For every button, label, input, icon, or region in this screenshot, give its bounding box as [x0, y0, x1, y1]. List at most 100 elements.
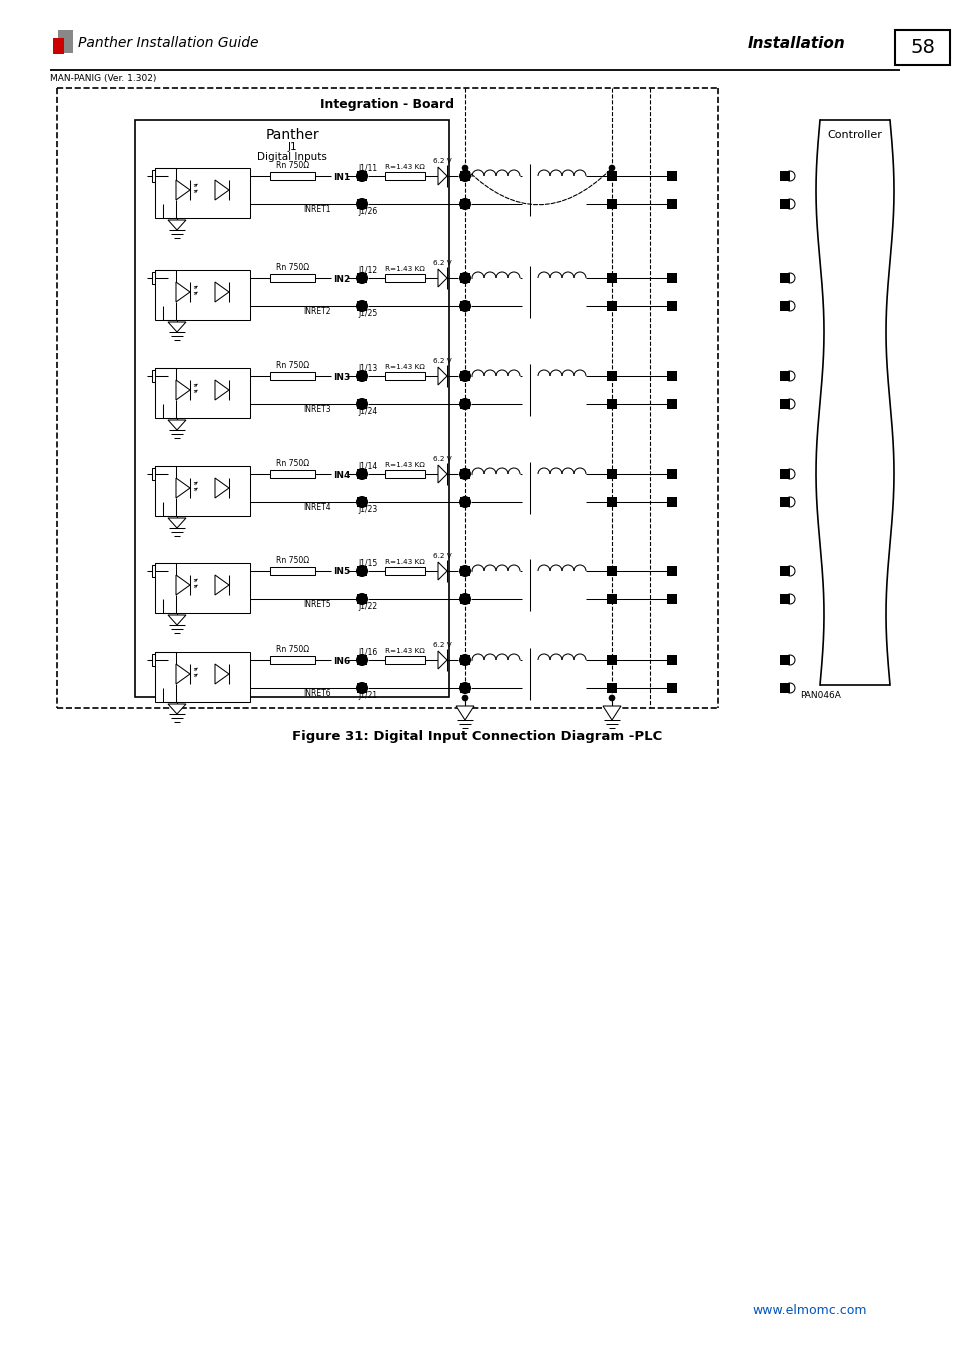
Bar	[606, 301, 617, 310]
Circle shape	[784, 594, 794, 603]
Bar	[780, 171, 789, 181]
Text: Rn 750Ω: Rn 750Ω	[275, 459, 309, 468]
Bar	[152, 271, 162, 284]
Bar	[459, 198, 470, 209]
Polygon shape	[214, 282, 229, 302]
Polygon shape	[214, 379, 229, 400]
Bar	[270, 274, 314, 282]
Bar	[606, 198, 617, 209]
Bar	[606, 273, 617, 284]
Text: J1/25: J1/25	[357, 309, 376, 319]
Text: R=1.43 KΩ: R=1.43 KΩ	[385, 163, 424, 170]
Bar	[780, 594, 789, 603]
Circle shape	[608, 165, 615, 171]
Bar	[356, 683, 367, 693]
Bar	[780, 468, 789, 479]
Bar	[666, 198, 677, 209]
Text: INRET4: INRET4	[303, 504, 331, 512]
Bar	[459, 301, 470, 310]
Text: Rn 750Ω: Rn 750Ω	[275, 263, 309, 271]
Text: Controller: Controller	[826, 130, 882, 140]
Circle shape	[784, 198, 794, 209]
Bar	[154, 369, 250, 418]
Polygon shape	[175, 180, 190, 200]
Text: J1/22: J1/22	[357, 602, 376, 612]
Polygon shape	[175, 575, 190, 595]
Text: R=1.43 KΩ: R=1.43 KΩ	[385, 648, 424, 653]
Bar	[780, 198, 789, 209]
Circle shape	[459, 273, 470, 284]
Bar	[385, 274, 424, 282]
Text: IN1: IN1	[333, 173, 350, 181]
Text: Integration - Board: Integration - Board	[320, 99, 454, 111]
Circle shape	[459, 198, 470, 209]
Bar	[780, 497, 789, 508]
Polygon shape	[175, 664, 190, 684]
Bar	[606, 594, 617, 603]
Bar	[666, 301, 677, 310]
Text: INRET1: INRET1	[303, 205, 330, 215]
Polygon shape	[214, 478, 229, 498]
Circle shape	[459, 170, 470, 181]
Polygon shape	[437, 167, 447, 185]
Bar	[152, 468, 162, 481]
Text: R=1.43 KΩ: R=1.43 KΩ	[385, 462, 424, 468]
Text: 6.2 V: 6.2 V	[432, 261, 451, 266]
Text: 6.2 V: 6.2 V	[432, 554, 451, 559]
Bar	[154, 270, 250, 320]
Circle shape	[459, 655, 470, 666]
Bar	[356, 655, 367, 666]
Polygon shape	[168, 518, 186, 528]
Text: Installation: Installation	[747, 35, 845, 50]
Text: J1/15: J1/15	[357, 559, 376, 568]
Circle shape	[784, 301, 794, 310]
Circle shape	[459, 370, 470, 382]
Polygon shape	[456, 706, 474, 720]
Text: INRET2: INRET2	[303, 306, 330, 316]
Bar	[385, 656, 424, 664]
Bar	[459, 683, 470, 693]
Text: Panther Installation Guide: Panther Installation Guide	[78, 36, 258, 50]
Bar	[606, 683, 617, 693]
Text: J1/13: J1/13	[357, 364, 376, 373]
Polygon shape	[602, 706, 620, 720]
Circle shape	[608, 695, 615, 701]
Circle shape	[459, 683, 470, 694]
Bar	[459, 171, 470, 181]
Circle shape	[459, 497, 470, 508]
Bar	[152, 566, 162, 576]
Bar	[154, 466, 250, 516]
Circle shape	[356, 594, 367, 605]
Polygon shape	[214, 664, 229, 684]
Bar	[356, 594, 367, 603]
Circle shape	[784, 273, 794, 284]
Text: 6.2 V: 6.2 V	[432, 158, 451, 163]
Text: R=1.43 KΩ: R=1.43 KΩ	[385, 364, 424, 370]
Bar	[385, 171, 424, 180]
Text: Panther: Panther	[265, 128, 318, 142]
Bar	[606, 497, 617, 508]
Text: IN4: IN4	[333, 471, 350, 479]
Bar	[780, 301, 789, 310]
Text: Rn 750Ω: Rn 750Ω	[275, 645, 309, 653]
Circle shape	[461, 695, 468, 701]
Text: J1/23: J1/23	[357, 505, 376, 514]
Bar	[780, 371, 789, 381]
Polygon shape	[168, 420, 186, 431]
Circle shape	[356, 566, 367, 576]
Bar	[606, 566, 617, 576]
Bar	[356, 497, 367, 508]
Text: J1/16: J1/16	[357, 648, 376, 657]
Circle shape	[459, 398, 470, 409]
Bar	[270, 470, 314, 478]
Bar	[666, 594, 677, 603]
Circle shape	[784, 371, 794, 381]
Bar	[606, 655, 617, 666]
Text: Figure 31: Digital Input Connection Diagram -PLC: Figure 31: Digital Input Connection Diag…	[292, 730, 661, 742]
Polygon shape	[437, 269, 447, 288]
Bar	[459, 468, 470, 479]
Polygon shape	[168, 220, 186, 230]
Polygon shape	[168, 616, 186, 625]
Bar	[666, 566, 677, 576]
Polygon shape	[168, 703, 186, 714]
